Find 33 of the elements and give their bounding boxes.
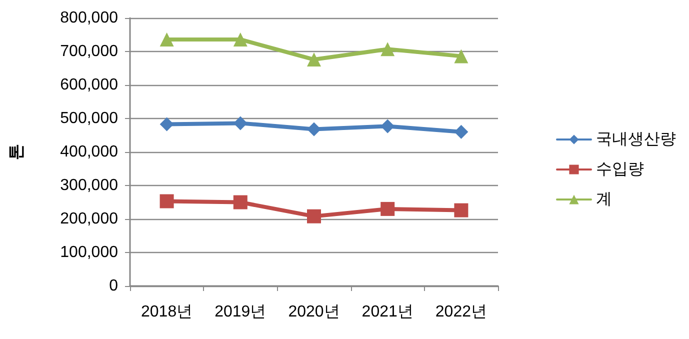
legend-label: 국내생산량 [596,131,676,148]
point [454,49,468,64]
x-tick-label: 2019년 [214,304,266,320]
y-axis-title: 톤 [8,144,26,160]
point [380,119,395,134]
y-tick-label: 0 [109,278,118,294]
point [307,122,321,136]
legend-label: 수입량 [596,161,644,178]
y-tick-label: 400,000 [60,144,118,160]
y-tick-label: 800,000 [60,10,118,26]
y-tick-label: 500,000 [60,110,118,127]
point [160,117,174,132]
point [233,195,248,210]
point [454,203,468,218]
x-tick-label: 2021년 [362,304,414,320]
point [233,116,248,130]
y-tick-label: 100,000 [60,244,118,261]
y-tick-label: 700,000 [60,43,118,60]
point [160,32,174,46]
y-tick-label: 200,000 [60,210,118,228]
point [233,32,248,46]
point [307,52,321,67]
point [380,202,395,216]
point [160,194,174,208]
x-tick-label: 2020년 [288,304,340,320]
x-tick-label: 2018년 [141,304,193,320]
y-tick-label: 300,000 [60,177,118,194]
point [307,209,321,224]
legend-label: 계 [596,191,612,208]
y-tick-label: 600,000 [60,76,118,94]
x-tick-label: 2022년 [435,304,487,320]
point [454,124,468,139]
point [380,42,395,56]
